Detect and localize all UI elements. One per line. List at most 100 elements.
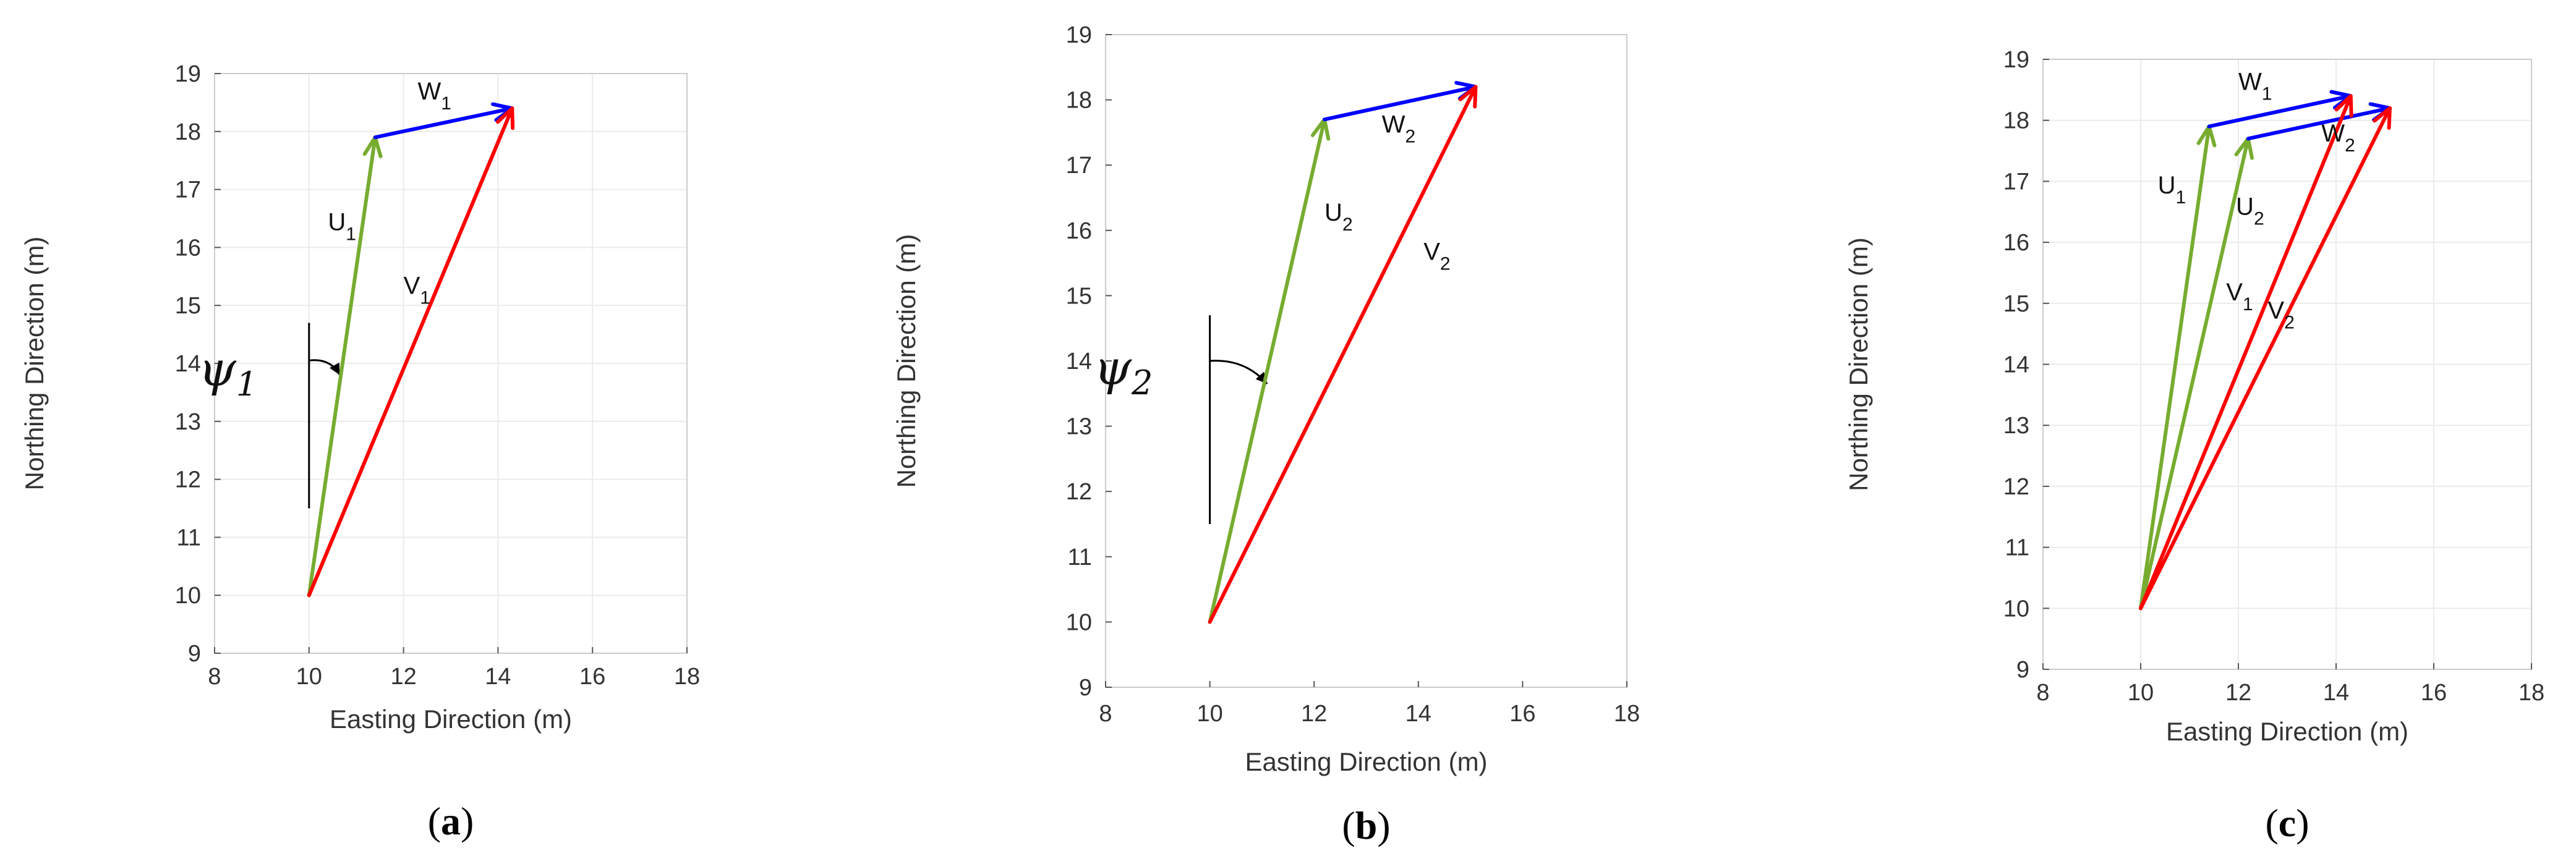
vector-label-W1-subscript: 1 [441,93,451,114]
angle-arrowhead [329,362,340,375]
vector-label-U1-subscript: 1 [2176,187,2186,208]
vector-V2 [2139,106,2392,611]
y-tick-label: 18 [2003,108,2029,134]
y-tick-label: 9 [188,641,201,667]
vector-label-W1: W1 [418,78,451,114]
y-tick-label: 10 [175,583,201,609]
x-tick-label: 16 [1509,701,1535,727]
x-tick-label: 14 [2323,680,2349,706]
vector-V1 [2139,94,2353,611]
y-tick-label: 18 [1066,88,1092,114]
y-tick-label: 9 [2016,657,2029,683]
y-tick-label: 12 [175,467,201,493]
x-tick-label: 14 [1405,701,1431,727]
y-tick-label: 10 [2003,596,2029,622]
caption-open-paren: ( [1342,803,1355,847]
angle-label-psi-subscript: 1 [236,365,257,404]
y-tick-label: 16 [2003,230,2029,256]
y-tick-label: 11 [177,525,201,551]
angle-label-psi: ψ1 [198,342,258,404]
vector-label-W2-base: W [2321,120,2345,147]
x-tick-label: 16 [2421,680,2447,706]
vector-label-W1-subscript: 1 [2262,83,2272,104]
caption-close-paren: ) [2296,801,2309,845]
x-tick-label: 14 [485,664,511,690]
vector-shaft [1208,117,1327,624]
vector-label-V1-base: V [404,272,420,299]
vector-shaft [2139,137,2250,611]
vector-shaft [2139,106,2392,611]
chart-panel-b: 8 10 12 14 16 18 9 10 11 12 13 14 15 16 17 18 19 Easting … [892,22,1640,847]
x-tick-label: 18 [674,664,700,690]
vector-label-V2: V2 [1423,238,1450,274]
vector-label-W2-subscript: 2 [2345,135,2355,156]
caption-open-paren: ( [2265,801,2278,845]
y-tick-label: 11 [2005,535,2029,561]
y-tick-label: 13 [2003,413,2029,439]
y-tick-label: 10 [1066,609,1092,635]
caption-open-paren: ( [428,799,441,843]
y-tick-label: 16 [175,235,201,261]
y-tick-label: 18 [175,119,201,145]
vector-label-U2-subscript: 2 [2254,209,2264,229]
vector-shaft [2207,94,2353,129]
y-tick-label: 12 [1066,479,1092,505]
y-tick-label: 19 [1066,22,1092,48]
x-tick-label: 12 [1301,701,1327,727]
chart-panel-a: 8 10 12 14 16 18910111213141516171819Easting … [20,61,700,843]
angle-label-psi-base: ψ [198,342,237,397]
vector-label-V1-subscript: 1 [420,287,430,308]
vector-label-V2-subscript: 2 [2284,312,2295,332]
vector-label-V2-base: V [2267,297,2284,324]
vector-label-U2-base: U [1324,199,1342,226]
y-tick-label: 12 [2003,474,2029,500]
vector-label-W2: W2 [2321,120,2355,156]
y-tick-label: 16 [1066,218,1092,244]
x-tick-label: 10 [296,664,322,690]
y-tick-label: 14 [175,351,201,377]
vector-label-V2-base: V [1423,238,1440,265]
vector-label-W1-base: W [418,78,441,105]
vector-shaft [2139,124,2211,611]
vector-arrowhead [1458,85,1478,109]
vector-label-W2-base: W [1382,111,1405,138]
chart-panel-c: 8 10 12 14 16 18910111213141516171819Easting … [1844,47,2544,845]
vector-label-U2: U2 [2236,193,2264,229]
x-tick-label: 18 [2518,680,2544,706]
x-axis-label: Easting Direction (m) [330,705,572,734]
y-tick-label: 13 [1066,414,1092,440]
y-tick-label: 17 [175,177,201,203]
caption-letter: b [1355,803,1378,847]
vector-label-V1: V1 [2226,279,2253,315]
angle-label-psi: ψ2 [1094,341,1153,402]
x-axis-label: Easting Direction (m) [2166,717,2408,746]
y-tick-label: 15 [2003,291,2029,317]
vector-shaft [373,106,514,140]
y-axis-label: Northing Direction (m) [892,234,921,488]
y-tick-label: 15 [1066,283,1092,309]
y-tick-label: 14 [2003,352,2029,378]
y-tick-label: 13 [175,409,201,435]
vector-label-U1: U1 [328,208,356,244]
panel-caption: (a) [428,799,474,843]
vector-label-U2: U2 [1324,199,1353,235]
vector-shaft [1208,85,1478,624]
vector-label-U1-base: U [2158,172,2176,199]
y-axis-label: Northing Direction (m) [1844,237,1873,491]
y-tick-label: 19 [2003,47,2029,73]
caption-close-paren: ) [461,799,474,843]
y-axis-label: Northing Direction (m) [20,237,49,491]
x-tick-label: 10 [2128,680,2154,706]
y-tick-label: 17 [2003,169,2029,195]
y-tick-label: 9 [1079,675,1092,701]
vector-label-U1-subscript: 1 [346,224,356,244]
x-tick-label: 10 [1196,701,1222,727]
angle-label-psi-subscript: 2 [1131,363,1153,402]
vector-V2 [1208,85,1478,624]
x-tick-label: 8 [2036,680,2049,706]
vector-shaft [2139,94,2353,611]
x-tick-label: 18 [1614,701,1640,727]
y-tick-label: 17 [1066,153,1092,179]
caption-letter: c [2279,801,2296,845]
